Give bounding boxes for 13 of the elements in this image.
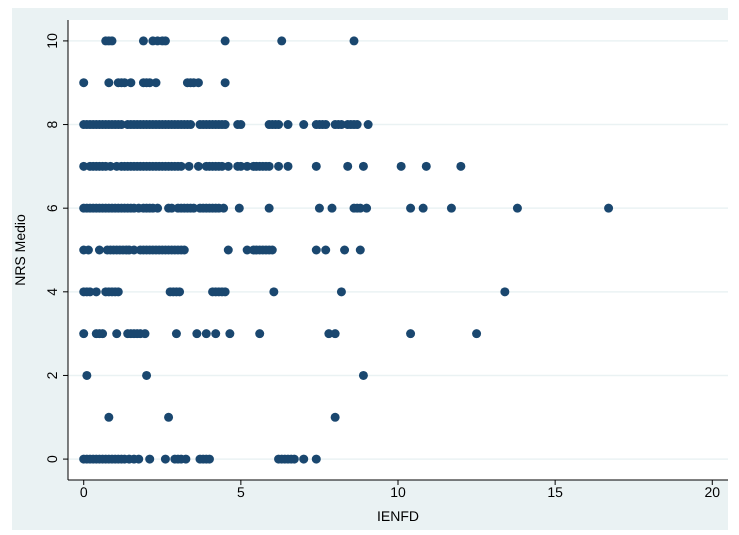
x-tick-label: 15 — [547, 484, 564, 500]
x-tick-label: 10 — [390, 484, 406, 500]
y-tick-label: 0 — [44, 454, 60, 463]
x-tick-label: 5 — [236, 484, 245, 500]
y-tick-label: 6 — [44, 204, 60, 212]
x-tick-label: 20 — [704, 484, 720, 500]
y-tick-label: 4 — [44, 288, 60, 296]
x-axis-title: IENFD — [377, 508, 419, 524]
y-tick-label: 2 — [44, 371, 60, 380]
y-axis-title: NRS Medio — [12, 214, 28, 286]
x-tick-label: 0 — [80, 484, 88, 500]
y-tick-label: 8 — [44, 120, 60, 128]
y-tick-label: 10 — [44, 32, 60, 49]
